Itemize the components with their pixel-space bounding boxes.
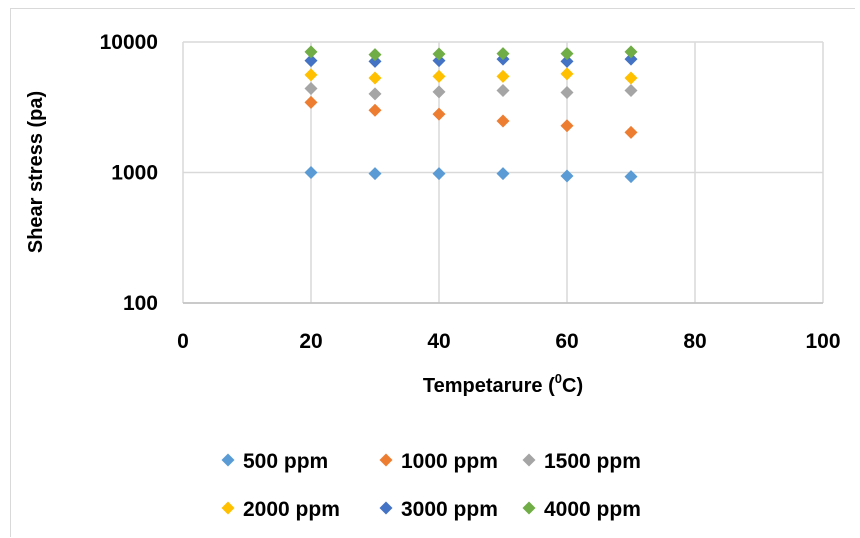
legend-marker — [379, 453, 393, 467]
data-point — [304, 82, 318, 96]
data-point — [432, 107, 446, 121]
data-point — [560, 86, 574, 100]
data-point — [496, 83, 510, 97]
legend-label: 4000 ppm — [544, 498, 641, 521]
data-point — [304, 68, 318, 82]
data-point — [496, 114, 510, 128]
legend-label: 3000 ppm — [401, 498, 498, 521]
data-point — [496, 69, 510, 83]
data-point — [624, 71, 638, 85]
data-point — [432, 47, 446, 61]
data-point — [560, 47, 574, 61]
legend: 500 ppm 1000 ppm 1500 ppm 2000 ppm 3000 ppm 4… — [221, 450, 641, 521]
chart-frame — [10, 8, 855, 537]
data-point — [560, 119, 574, 133]
legend-label: 1000 ppm — [401, 450, 498, 473]
data-point — [560, 67, 574, 81]
data-point — [432, 69, 446, 83]
data-point — [560, 169, 574, 183]
data-point — [496, 167, 510, 181]
data-point — [304, 95, 318, 109]
data-point — [368, 103, 382, 117]
x-axis-title: Tempetarure (0C) — [423, 371, 583, 397]
data-point — [304, 45, 318, 59]
legend-marker — [221, 501, 235, 515]
data-point — [624, 52, 638, 66]
x-axis-title-superscript: 0 — [555, 371, 562, 386]
data-point — [560, 54, 574, 68]
x-tick-label: 60 — [555, 330, 578, 353]
y-axis-title: Shear stress (pa) — [25, 91, 47, 253]
x-axis-title-main: Tempetarure ( — [423, 375, 555, 397]
y-axis-ticks: 100 1000 10000 — [100, 31, 158, 315]
data-point — [368, 71, 382, 85]
data-point — [624, 125, 638, 139]
x-axis-title-tail: C) — [562, 375, 583, 397]
legend-marker — [522, 453, 536, 467]
x-tick-label: 80 — [683, 330, 706, 353]
x-tick-label: 100 — [805, 330, 840, 353]
x-axis-ticks: 0 20 40 60 80 100 — [177, 330, 840, 353]
data-point — [624, 83, 638, 97]
x-tick-label: 40 — [427, 330, 450, 353]
data-point — [624, 45, 638, 59]
data-points — [304, 45, 638, 184]
data-point — [432, 85, 446, 99]
legend-marker — [522, 501, 536, 515]
data-point — [368, 167, 382, 181]
y-tick-label: 10000 — [100, 31, 158, 54]
data-point — [432, 54, 446, 68]
data-point — [304, 166, 318, 179]
data-point — [304, 54, 318, 68]
x-tick-label: 20 — [299, 330, 322, 353]
data-point — [432, 167, 446, 181]
y-tick-label: 100 — [123, 292, 158, 315]
y-tick-label: 1000 — [111, 162, 158, 185]
data-point — [496, 47, 510, 61]
legend-label: 2000 ppm — [243, 498, 340, 521]
legend-marker — [221, 453, 235, 467]
data-point — [368, 87, 382, 101]
legend-marker — [379, 501, 393, 515]
data-point — [368, 48, 382, 62]
legend-label: 500 ppm — [243, 450, 328, 473]
data-point — [368, 54, 382, 68]
x-tick-label: 0 — [177, 330, 189, 353]
legend-label: 1500 ppm — [544, 450, 641, 473]
data-point — [624, 170, 638, 184]
